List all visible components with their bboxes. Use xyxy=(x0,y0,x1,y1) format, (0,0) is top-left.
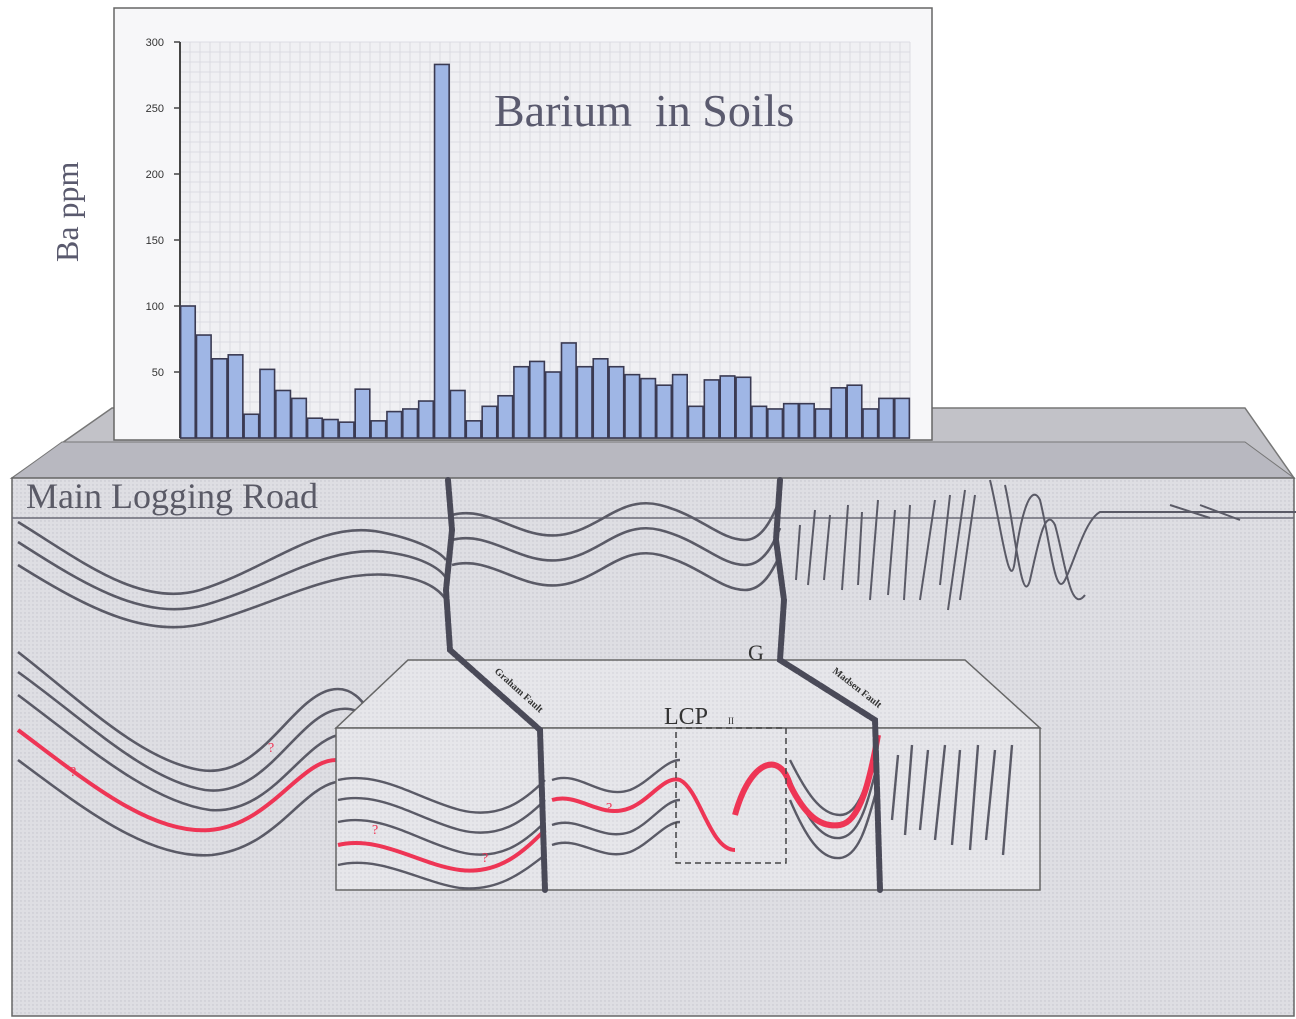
bar xyxy=(767,408,784,439)
bar xyxy=(846,384,863,439)
y-ticks: 300 250 200 150 100 50 xyxy=(146,37,180,379)
lcp-dashed-box xyxy=(675,727,787,864)
bar xyxy=(322,418,339,439)
bar xyxy=(782,402,800,439)
bar xyxy=(386,410,403,439)
bar xyxy=(290,397,308,439)
faults xyxy=(442,477,883,893)
bar xyxy=(751,405,768,439)
upper-folded-strata xyxy=(17,499,782,629)
bar xyxy=(671,373,688,439)
y-tick-label: 200 xyxy=(146,169,164,181)
bar xyxy=(370,420,387,439)
bar xyxy=(306,417,323,439)
chart-title: Barium in Soils xyxy=(494,85,794,136)
y-tick-label: 100 xyxy=(146,301,164,313)
chart-grid xyxy=(179,41,911,438)
lcp-label: LCP xyxy=(664,704,708,730)
bar xyxy=(687,405,704,439)
y-tick-label: 300 xyxy=(146,37,164,49)
bar xyxy=(719,375,736,439)
bar xyxy=(608,365,625,439)
bar xyxy=(893,397,911,439)
question-mark-2: ? xyxy=(268,741,274,756)
bar xyxy=(878,397,895,439)
inset-red-horizon xyxy=(337,734,881,873)
bar xyxy=(417,400,435,439)
bar xyxy=(830,387,847,439)
bar xyxy=(703,379,720,439)
inset-strata xyxy=(337,744,1014,890)
bar xyxy=(275,389,292,439)
question-mark-3: ? xyxy=(372,823,378,838)
bar xyxy=(798,402,815,439)
bar xyxy=(655,384,673,439)
question-mark-5: ? xyxy=(606,801,612,816)
bar xyxy=(195,334,212,439)
bar xyxy=(513,365,530,439)
bar xyxy=(497,394,514,439)
bar xyxy=(465,420,482,439)
question-mark-4: ? xyxy=(482,851,488,866)
fault-letter-g: G xyxy=(748,640,764,665)
bar xyxy=(814,408,831,439)
madsen-fault-line xyxy=(772,477,883,893)
bar xyxy=(338,421,355,439)
bar xyxy=(243,413,260,439)
y-axis-label: Ba ppm xyxy=(49,161,85,262)
y-tick-label: 50 xyxy=(152,367,164,379)
road-label: Main Logging Road xyxy=(26,476,318,516)
left-red-horizon xyxy=(16,728,337,833)
bar xyxy=(449,389,466,439)
bar xyxy=(560,342,577,439)
inset-block xyxy=(334,659,1042,891)
bar xyxy=(862,408,879,439)
bar xyxy=(227,354,244,439)
bar xyxy=(433,63,450,439)
graham-fault-line xyxy=(442,477,548,893)
bar xyxy=(640,377,657,439)
lcp-subscript: II xyxy=(728,716,734,726)
bar xyxy=(179,305,197,439)
bar xyxy=(528,360,546,439)
left-lower-strata xyxy=(17,650,374,857)
bar xyxy=(402,408,419,439)
bars xyxy=(179,63,911,439)
y-tick-label: 250 xyxy=(146,103,164,115)
bar xyxy=(624,373,641,439)
road-strip xyxy=(10,441,1296,479)
bar xyxy=(211,357,228,439)
bar xyxy=(576,365,593,439)
bar xyxy=(259,368,276,439)
bar xyxy=(592,357,609,439)
question-mark-1: ? xyxy=(70,765,76,780)
bar xyxy=(481,405,498,439)
bar xyxy=(544,371,562,439)
steep-strata-marks xyxy=(795,479,1296,611)
bar xyxy=(354,388,371,439)
bar xyxy=(735,376,752,439)
y-tick-label: 150 xyxy=(146,235,164,247)
bar-chart: 300 250 200 150 100 50 Barium in Soils xyxy=(113,7,933,441)
